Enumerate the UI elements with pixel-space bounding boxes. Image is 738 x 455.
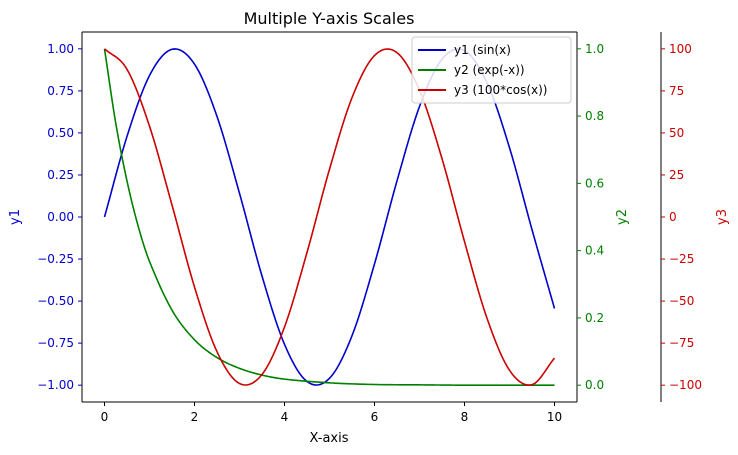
- y3-tick-label: 50: [669, 126, 684, 140]
- y3-tick-label: 100: [669, 42, 692, 56]
- y3-tick-label: 0: [669, 210, 677, 224]
- y2-tick-label: 0.2: [585, 311, 604, 325]
- y1-tick-label: 0.50: [47, 126, 74, 140]
- x-axis-label: X-axis: [310, 431, 349, 446]
- series-line-y2: [103, 48, 555, 387]
- x-tick-label: 10: [547, 410, 562, 424]
- y2-axis-label: y2: [615, 209, 630, 225]
- y1-tick-label: −0.75: [37, 336, 74, 350]
- series-line-y3: [103, 48, 556, 386]
- x-tick-label: 6: [371, 410, 379, 424]
- y1-tick-label: 0.00: [47, 210, 74, 224]
- x-tick-label: 0: [101, 410, 109, 424]
- y3-tick-label: −50: [669, 294, 694, 308]
- y3-tick-label: −25: [669, 252, 694, 266]
- y3-tick-label: 25: [669, 168, 684, 182]
- legend-label: y1 (sin(x): [454, 43, 511, 57]
- y2-tick-label: 0.6: [585, 176, 604, 190]
- y1-tick-label: 0.75: [47, 84, 74, 98]
- y2-tick-label: 1.0: [585, 42, 604, 56]
- x-tick-label: 8: [461, 410, 469, 424]
- y3-tick-label: −100: [669, 378, 702, 392]
- y1-tick-label: −0.25: [37, 252, 74, 266]
- chart-title: Multiple Y-axis Scales: [244, 9, 415, 28]
- y2-tick-label: 0.0: [585, 378, 604, 392]
- x-tick-label: 2: [191, 410, 199, 424]
- y1-tick-label: 0.25: [47, 168, 74, 182]
- y1-tick-label: 1.00: [47, 42, 74, 56]
- y2-tick-label: 0.4: [585, 244, 604, 258]
- y3-tick-label: 75: [669, 84, 684, 98]
- y3-tick-label: −75: [669, 336, 694, 350]
- y1-tick-label: −1.00: [37, 378, 74, 392]
- y2-tick-label: 0.8: [585, 109, 604, 123]
- y3-axis-label: y3: [715, 209, 730, 225]
- legend-label: y2 (exp(-x)): [454, 63, 525, 77]
- x-tick-label: 4: [281, 410, 289, 424]
- y1-tick-label: −0.50: [37, 294, 74, 308]
- y1-axis-label: y1: [8, 209, 23, 225]
- legend: [411, 36, 572, 104]
- legend-label: y3 (100*cos(x)): [454, 83, 547, 97]
